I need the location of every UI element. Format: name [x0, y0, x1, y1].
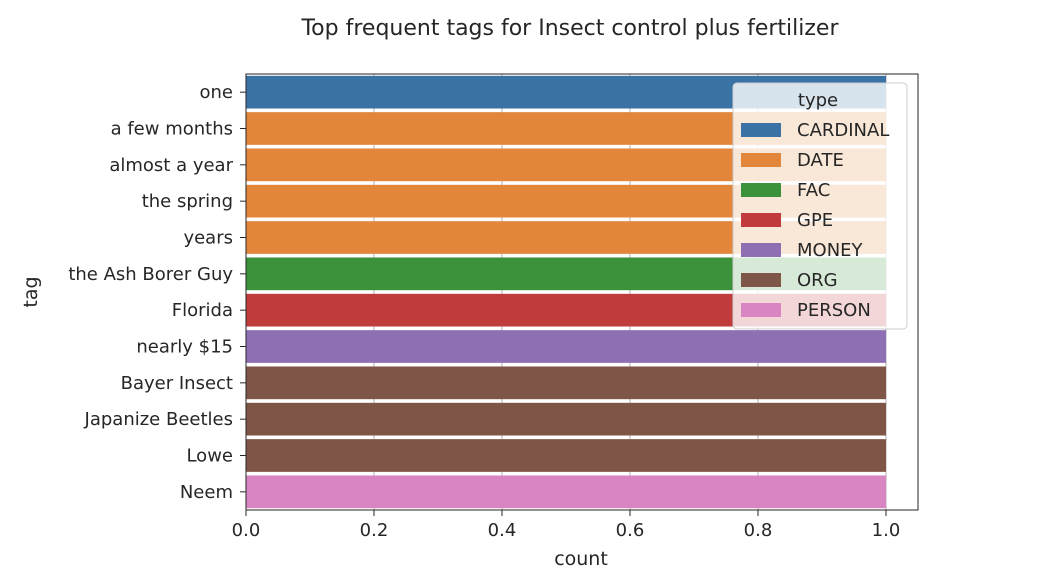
y-tick-label: one [200, 82, 234, 103]
bar-neem [246, 475, 886, 509]
y-tick-label: Florida [172, 300, 233, 321]
y-tick-label: years [183, 228, 233, 249]
legend-swatch-money [741, 243, 781, 257]
legend-box [732, 82, 908, 330]
x-tick-labels: 0.0 0.2 0.4 0.6 0.8 1.0 [232, 510, 901, 541]
x-tick-label: 1.0 [872, 520, 901, 541]
y-tick-label: Neem [180, 482, 233, 503]
legend-label-date: DATE [797, 150, 844, 171]
bar-bayer-insect [246, 366, 886, 400]
chart-title: Top frequent tags for Insect control plu… [300, 16, 839, 41]
legend-label-cardinal: CARDINAL [797, 120, 889, 141]
bar-lowe [246, 439, 886, 472]
legend: type CARDINAL DATE FAC GPE MONEY ORG PERSON [732, 82, 908, 330]
legend-swatch-date [741, 153, 781, 167]
legend-swatch-org [741, 273, 781, 287]
y-tick-labels: one a few months almost a year the spring ye… [68, 82, 246, 503]
y-tick-label: Japanize Beetles [84, 409, 233, 430]
y-tick-label: the spring [142, 191, 233, 212]
x-tick-label: 0.2 [360, 520, 389, 541]
x-tick-label: 0.4 [488, 520, 517, 541]
plot-area-frame [245, 73, 919, 511]
y-tick-label: a few months [111, 119, 233, 140]
legend-swatch-gpe [741, 213, 781, 227]
y-tick-label: almost a year [109, 155, 233, 176]
bar-japanize-beetles [246, 402, 886, 436]
x-tick-label: 0.6 [616, 520, 645, 541]
y-tick-label: the Ash Borer Guy [68, 264, 233, 285]
legend-label-person: PERSON [797, 300, 871, 321]
legend-label-fac: FAC [797, 180, 830, 201]
legend-swatch-fac [741, 183, 781, 197]
legend-title: type [798, 90, 838, 111]
legend-label-gpe: GPE [797, 210, 833, 231]
bar-nearly-15 [246, 330, 886, 363]
x-tick-label: 0.0 [232, 520, 261, 541]
legend-swatch-cardinal [741, 123, 781, 137]
x-tick-label: 0.8 [744, 520, 773, 541]
y-tick-label: nearly $15 [136, 337, 233, 358]
legend-swatch-person [741, 303, 781, 317]
y-tick-label: Bayer Insect [121, 373, 233, 394]
legend-label-money: MONEY [797, 240, 864, 261]
y-axis-label: tag [20, 276, 42, 307]
legend-label-org: ORG [797, 270, 838, 291]
y-tick-label: Lowe [186, 446, 233, 467]
x-axis-label: count [554, 548, 608, 570]
